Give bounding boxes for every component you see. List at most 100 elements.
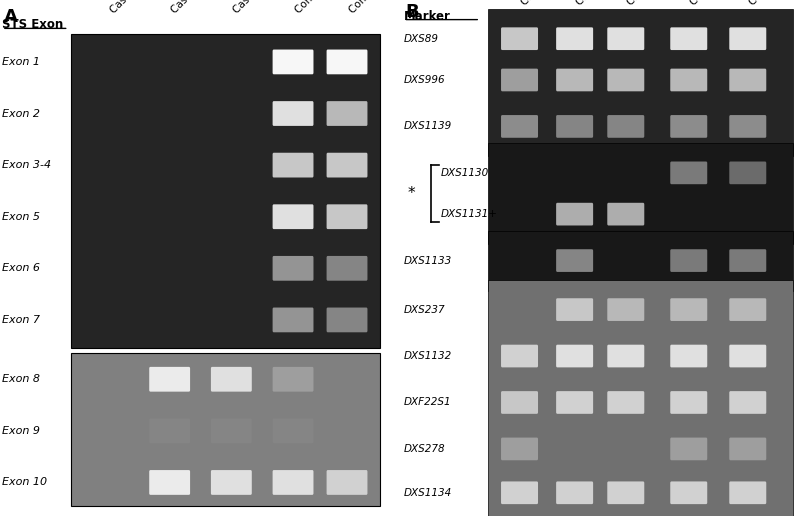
FancyBboxPatch shape [670, 69, 708, 91]
FancyBboxPatch shape [273, 101, 313, 126]
Text: DXS996: DXS996 [403, 75, 445, 85]
Text: DXS1132: DXS1132 [403, 351, 452, 361]
FancyBboxPatch shape [327, 204, 367, 229]
Text: B: B [405, 3, 419, 21]
FancyBboxPatch shape [607, 391, 644, 414]
Text: Exon 5: Exon 5 [2, 212, 40, 222]
Text: Marker: Marker [403, 10, 450, 23]
Bar [488, 9, 793, 156]
Text: Exon 1: Exon 1 [2, 57, 40, 67]
Text: Case 2: Case 2 [169, 0, 202, 15]
Text: Exon 3-4: Exon 3-4 [2, 160, 51, 170]
FancyBboxPatch shape [273, 470, 313, 495]
FancyBboxPatch shape [729, 249, 766, 272]
Text: Exon 2: Exon 2 [2, 108, 40, 119]
FancyBboxPatch shape [729, 27, 766, 50]
FancyBboxPatch shape [607, 27, 644, 50]
Text: Case 1: Case 1 [520, 0, 552, 8]
FancyBboxPatch shape [670, 249, 708, 272]
Text: DXS1131+: DXS1131+ [440, 209, 498, 219]
Text: DXS237: DXS237 [403, 304, 445, 315]
FancyBboxPatch shape [273, 204, 313, 229]
FancyBboxPatch shape [273, 50, 313, 74]
Bar [488, 231, 793, 291]
Text: DXS1134: DXS1134 [403, 488, 452, 498]
FancyBboxPatch shape [556, 391, 593, 414]
Text: DXS1133: DXS1133 [403, 255, 452, 266]
FancyBboxPatch shape [556, 115, 593, 138]
FancyBboxPatch shape [729, 391, 766, 414]
FancyBboxPatch shape [670, 298, 708, 321]
FancyBboxPatch shape [327, 101, 367, 126]
FancyBboxPatch shape [149, 470, 190, 495]
FancyBboxPatch shape [149, 418, 190, 443]
Text: DXS1139: DXS1139 [403, 121, 452, 132]
Bar [72, 353, 380, 506]
FancyBboxPatch shape [501, 115, 538, 138]
Text: Case 3: Case 3 [626, 0, 658, 8]
Text: STS Exon: STS Exon [2, 18, 63, 31]
Text: Exon 6: Exon 6 [2, 263, 40, 273]
FancyBboxPatch shape [670, 391, 708, 414]
Text: Case 2: Case 2 [575, 0, 607, 8]
FancyBboxPatch shape [327, 308, 367, 332]
FancyBboxPatch shape [670, 27, 708, 50]
Text: Case 3: Case 3 [231, 0, 263, 15]
FancyBboxPatch shape [729, 345, 766, 367]
Text: Exon 10: Exon 10 [2, 477, 47, 488]
FancyBboxPatch shape [327, 470, 367, 495]
Text: Exon 9: Exon 9 [2, 426, 40, 436]
Text: Case 1: Case 1 [108, 0, 140, 15]
FancyBboxPatch shape [607, 345, 644, 367]
FancyBboxPatch shape [670, 481, 708, 504]
FancyBboxPatch shape [670, 162, 708, 184]
FancyBboxPatch shape [211, 470, 252, 495]
FancyBboxPatch shape [556, 249, 593, 272]
FancyBboxPatch shape [607, 298, 644, 321]
FancyBboxPatch shape [729, 162, 766, 184]
FancyBboxPatch shape [149, 367, 190, 392]
FancyBboxPatch shape [556, 481, 593, 504]
FancyBboxPatch shape [327, 153, 367, 178]
FancyBboxPatch shape [729, 115, 766, 138]
Text: DXS278: DXS278 [403, 444, 445, 454]
FancyBboxPatch shape [273, 308, 313, 332]
FancyBboxPatch shape [501, 438, 538, 460]
Text: *: * [408, 186, 415, 201]
FancyBboxPatch shape [556, 69, 593, 91]
FancyBboxPatch shape [501, 69, 538, 91]
Text: DXS89: DXS89 [403, 34, 439, 44]
FancyBboxPatch shape [729, 481, 766, 504]
FancyBboxPatch shape [273, 418, 313, 443]
FancyBboxPatch shape [556, 345, 593, 367]
FancyBboxPatch shape [501, 27, 538, 50]
FancyBboxPatch shape [556, 298, 593, 321]
Text: Exon 8: Exon 8 [2, 374, 40, 384]
Bar [72, 34, 380, 348]
Text: Control 1: Control 1 [688, 0, 730, 8]
FancyBboxPatch shape [729, 69, 766, 91]
FancyBboxPatch shape [729, 438, 766, 460]
FancyBboxPatch shape [501, 391, 538, 414]
FancyBboxPatch shape [556, 27, 593, 50]
Text: DXF22S1: DXF22S1 [403, 397, 451, 408]
Text: DXS1130: DXS1130 [440, 168, 489, 178]
Text: Exon 7: Exon 7 [2, 315, 40, 325]
FancyBboxPatch shape [670, 345, 708, 367]
FancyBboxPatch shape [729, 298, 766, 321]
Text: Control 2: Control 2 [347, 0, 388, 15]
FancyBboxPatch shape [607, 481, 644, 504]
FancyBboxPatch shape [501, 481, 538, 504]
FancyBboxPatch shape [501, 345, 538, 367]
FancyBboxPatch shape [211, 418, 252, 443]
FancyBboxPatch shape [670, 438, 708, 460]
Text: Control 1: Control 1 [293, 0, 334, 15]
FancyBboxPatch shape [607, 69, 644, 91]
Bar [488, 280, 793, 516]
FancyBboxPatch shape [211, 367, 252, 392]
FancyBboxPatch shape [273, 367, 313, 392]
FancyBboxPatch shape [556, 203, 593, 225]
FancyBboxPatch shape [327, 50, 367, 74]
FancyBboxPatch shape [607, 203, 644, 225]
Text: A: A [4, 8, 17, 26]
